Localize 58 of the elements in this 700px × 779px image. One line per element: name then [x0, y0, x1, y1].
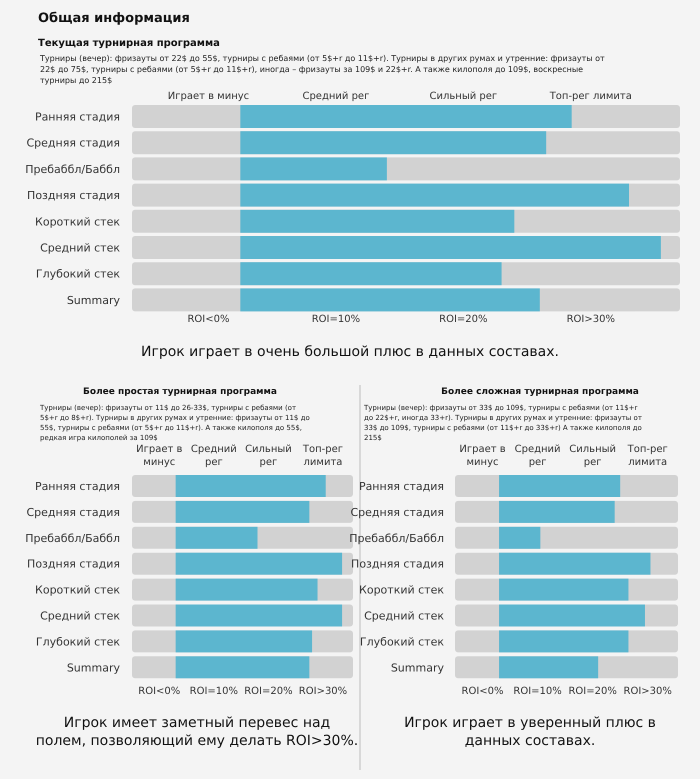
- x-tick-label: ROI>30%: [624, 686, 672, 697]
- y-tick-label: Поздняя стадия: [27, 189, 120, 202]
- bar: [240, 157, 387, 180]
- text: Играет в минус: [136, 444, 183, 468]
- x-tick-label: ROI=20%: [568, 686, 617, 697]
- y-tick-label: Поздняя стадия: [351, 558, 444, 571]
- text: Топ-рег лимита: [626, 444, 668, 468]
- y-tick-label: Средний стек: [364, 610, 444, 622]
- text: Игрок играет в очень большой плюс в данных составах.: [140, 344, 560, 360]
- y-tick-label: Короткий стек: [35, 215, 120, 228]
- y-tick-label: Глубокий стек: [36, 268, 120, 281]
- y-tick-label: Средняя стадия: [26, 506, 120, 519]
- y-tick-label: Глубокий стек: [360, 635, 444, 648]
- text: Турниры (вечер): фризауты от 22$ до 55$, турниры с ребаями (от 5$+r до 11$+r). Турниры в других румах и утренние: фризауты от 22$ до 75$, турниры с ребаями (от 5$+r до 11$+r), иногда – фризауты за 109$ и 22$+r. А также килополя до 109$, воскресные турниры до 215$: [39, 54, 606, 85]
- x-tick-label: ROI<0%: [138, 686, 180, 697]
- x-tick-label: ROI=20%: [439, 314, 488, 325]
- y-tick-label: Короткий стек: [35, 584, 120, 597]
- text: Средний рег: [514, 444, 561, 468]
- chart-title: Более простая турнирная программа: [83, 387, 277, 397]
- text: Сильный рег: [569, 444, 616, 468]
- y-tick-label: Summary: [390, 661, 444, 674]
- y-tick-label: Пребаббл/Баббл: [25, 162, 120, 176]
- y-tick-label: Средняя стадия: [350, 506, 444, 519]
- y-tick-label: Пребаббл/Баббл: [25, 532, 120, 545]
- y-tick-label: Ранняя стадия: [358, 480, 444, 493]
- y-tick-label: Summary: [66, 661, 120, 674]
- x-tick-label: ROI>30%: [298, 686, 348, 697]
- text: Игрок имеет заметный перевес над полем, позволяющий ему делать ROI>30%.: [36, 715, 358, 749]
- y-tick-label: Ранняя стадия: [34, 110, 120, 124]
- x-tick-label: ROI>30%: [566, 314, 615, 325]
- text: Играет в минус: [459, 444, 506, 468]
- y-tick-label: Средняя стадия: [26, 136, 120, 150]
- text: Средний рег: [190, 444, 237, 468]
- text: Сильный рег: [430, 91, 498, 102]
- text: Играет в минус: [168, 91, 250, 102]
- y-tick-label: Пребаббл/Баббл: [349, 532, 444, 545]
- x-tick-label: ROI=10%: [190, 686, 238, 697]
- y-tick-label: Короткий стек: [359, 584, 444, 597]
- x-tick-label: ROI=20%: [244, 686, 293, 697]
- y-tick-label: Средний стек: [40, 610, 120, 622]
- y-tick-label: Глубокий стек: [36, 635, 120, 648]
- text: Средний рег: [302, 91, 370, 102]
- bar: [499, 526, 540, 549]
- y-tick-label: Поздняя стадия: [27, 558, 120, 571]
- x-tick-label: ROI=10%: [513, 686, 562, 697]
- y-tick-label: Средний стек: [40, 242, 120, 254]
- x-tick-label: ROI=10%: [312, 314, 360, 325]
- text: Сильный рег: [245, 444, 292, 468]
- x-tick-label: ROI<0%: [187, 314, 230, 325]
- y-tick-label: Ранняя стадия: [34, 480, 120, 493]
- x-tick-label: ROI<0%: [462, 686, 504, 697]
- text: Топ-рег лимита: [548, 91, 632, 102]
- chart-title: Общая информация: [38, 11, 190, 26]
- chart-title: Более сложная турнирная программа: [441, 387, 639, 397]
- text: Игрок играет в уверенный плюс в данных составах.: [404, 715, 656, 749]
- chart-subtitle: Текущая турнирная программа: [38, 38, 220, 49]
- text: Топ-рег лимита: [302, 444, 344, 468]
- y-tick-label: Summary: [66, 294, 120, 307]
